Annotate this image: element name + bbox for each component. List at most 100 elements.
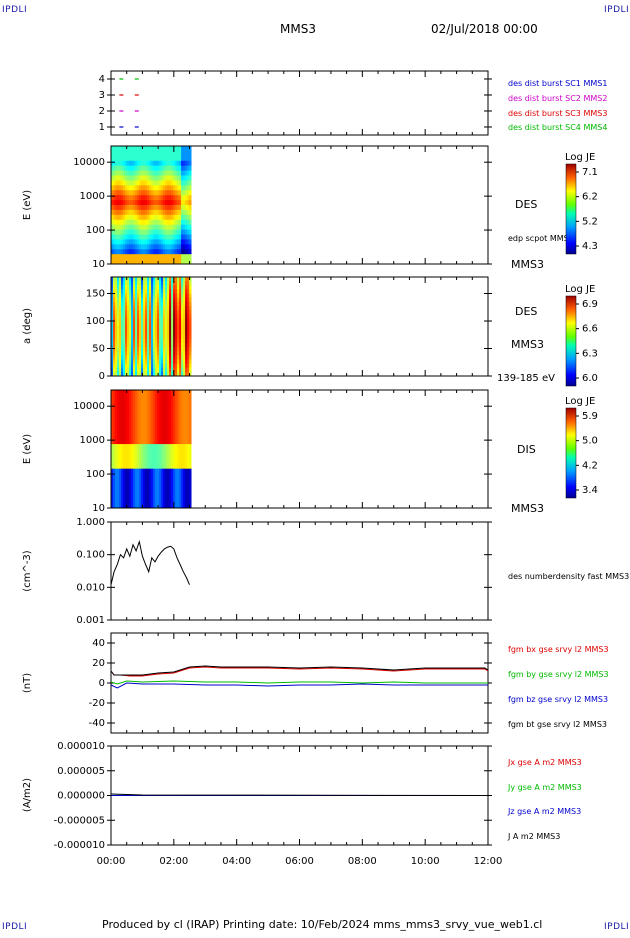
- des-energy-cell: [139, 259, 142, 265]
- des-energy-cell: [181, 249, 184, 255]
- des-pitch-cell: [119, 314, 122, 319]
- dis-energy-cell: [147, 449, 150, 455]
- dis-energy-ytick-label: 100: [86, 469, 105, 480]
- des-energy-cell: [141, 229, 144, 235]
- des-pitch-cell: [129, 363, 132, 369]
- dis-energy-cell: [159, 404, 162, 411]
- des-energy-cell: [139, 205, 142, 211]
- des-energy-cell: [135, 249, 138, 255]
- dis-energy-cell: [167, 503, 170, 509]
- des-energy-cell: [137, 254, 140, 260]
- dis-energy-cell: [135, 390, 138, 396]
- dis-energy-cell: [147, 463, 150, 470]
- des-energy-cell: [189, 195, 192, 201]
- dis-energy-cell: [189, 503, 192, 509]
- des-pitch-cell: [161, 363, 164, 369]
- dis-energy-cell: [131, 488, 134, 494]
- current-ytick-label: 0.000010: [57, 741, 105, 752]
- dis-energy-cell: [161, 478, 164, 484]
- des-pitch-cell: [125, 347, 128, 352]
- des-pitch-cell: [157, 334, 160, 340]
- des-pitch-cell: [185, 359, 188, 365]
- des-pitch-cell: [117, 363, 120, 369]
- des-energy-cell: [137, 224, 140, 230]
- dis-energy-cell: [129, 453, 132, 460]
- des-pitch-cell: [143, 293, 146, 299]
- des-energy-cell: [111, 155, 114, 162]
- des-energy-cell: [155, 205, 158, 211]
- dis-energy-cell: [151, 444, 154, 450]
- dis-energy-cell: [161, 409, 164, 415]
- des-energy-cell: [163, 150, 166, 157]
- des-energy-cell: [131, 229, 134, 235]
- des-pitch-cell: [137, 359, 140, 365]
- dis-energy-cell: [169, 488, 172, 494]
- des-energy-cell: [129, 229, 132, 235]
- dis-energy-cell: [179, 434, 182, 440]
- des-pitch-cell: [143, 318, 146, 323]
- dis-energy-cell: [151, 473, 154, 479]
- des-energy-cell: [165, 205, 168, 211]
- des-energy-cell: [161, 224, 164, 230]
- des-pitch-label: DES: [515, 305, 537, 318]
- des-pitch-cell: [143, 305, 146, 311]
- des-energy-cell: [181, 214, 184, 221]
- des-energy-cell: [187, 259, 190, 265]
- des-energy-cell: [129, 170, 132, 176]
- des-pitch-cell: [147, 338, 150, 344]
- des-pitch-cell: [171, 343, 174, 348]
- des-pitch-colorbar-tick-label: 6.3: [582, 348, 598, 359]
- des-energy-cell: [163, 175, 166, 181]
- des-energy-cell: [169, 155, 172, 162]
- des-pitch-cell: [119, 338, 122, 344]
- des-energy-cell: [167, 224, 170, 230]
- des-energy-cell: [133, 239, 136, 245]
- des-pitch-cell: [147, 318, 150, 323]
- dis-energy-cell: [113, 409, 116, 415]
- dis-energy-cell: [151, 404, 154, 411]
- des-pitch-cell: [181, 297, 184, 303]
- des-energy-cell: [169, 165, 172, 171]
- des-pitch-cell: [155, 347, 158, 352]
- des-energy-cell: [153, 200, 156, 206]
- dis-energy-cell: [117, 458, 120, 465]
- dis-energy-cell: [175, 409, 178, 415]
- dis-energy-cell: [137, 444, 140, 450]
- dis-energy-cell: [125, 419, 128, 425]
- dis-energy-cell: [175, 394, 178, 401]
- des-energy-cell: [139, 219, 142, 226]
- des-energy-cell: [177, 160, 180, 167]
- des-pitch-cell: [137, 285, 140, 290]
- dis-energy-cell: [173, 463, 176, 470]
- dis-energy-cell: [111, 439, 114, 445]
- des-pitch-cell: [161, 301, 164, 307]
- des-energy-cell: [137, 185, 140, 191]
- dis-energy-cell: [155, 498, 158, 504]
- dis-energy-cell: [117, 498, 120, 504]
- des-energy-cell: [157, 170, 160, 176]
- des-pitch-cell: [135, 343, 138, 348]
- des-pitch-cell: [119, 281, 122, 286]
- des-energy-cell: [143, 244, 146, 250]
- dis-energy-cell: [175, 468, 178, 474]
- dis-energy-cell: [121, 399, 124, 406]
- des-pitch-cell: [141, 338, 144, 344]
- des-energy-cell: [149, 165, 152, 171]
- des-energy-cell: [155, 229, 158, 235]
- des-pitch-cell: [143, 371, 146, 377]
- des-pitch-cell: [115, 322, 118, 327]
- des-pitch-cell: [175, 330, 178, 336]
- des-energy-cell: [155, 234, 158, 240]
- des-energy-cell: [129, 214, 132, 221]
- dis-energy-cell: [131, 434, 134, 440]
- dis-energy-cell: [111, 498, 114, 504]
- dis-energy-cell: [187, 429, 190, 435]
- des-pitch-cell: [169, 277, 172, 282]
- des-energy-cell: [127, 180, 130, 186]
- des-pitch-cell: [121, 355, 124, 360]
- dis-energy-cell: [145, 414, 148, 420]
- des-energy-cell: [135, 205, 138, 211]
- dis-energy-cell: [169, 493, 172, 499]
- des-energy-cell: [175, 180, 178, 186]
- dis-energy-cell: [141, 483, 144, 489]
